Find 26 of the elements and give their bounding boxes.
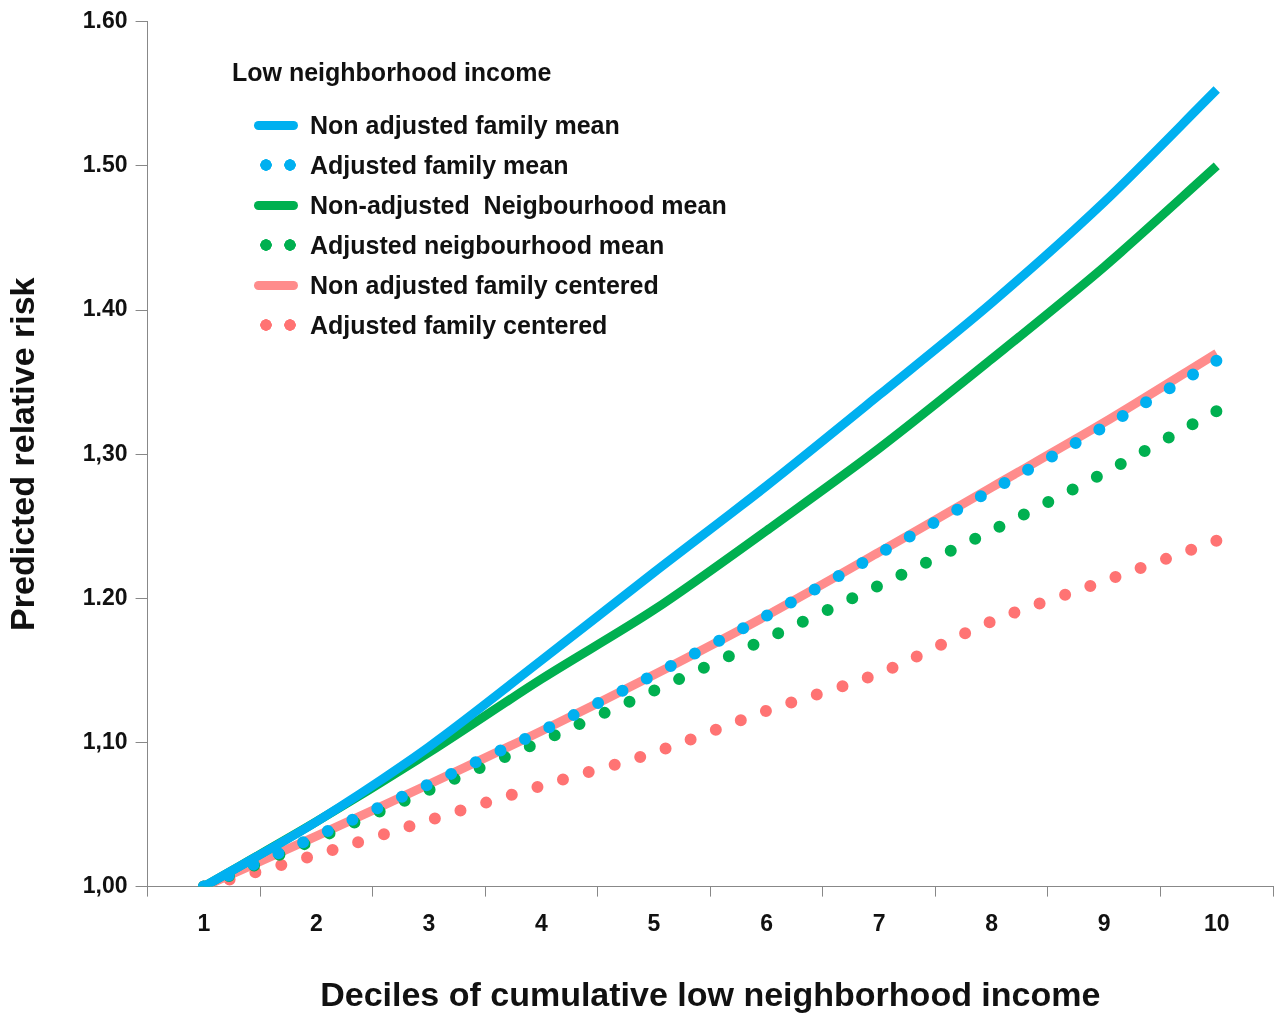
y-tick-label: 1.20	[82, 583, 128, 610]
y-tick-label: 1,10	[82, 727, 128, 754]
legend-label: Non adjusted family centered	[310, 270, 659, 300]
x-tick-label: 1	[197, 909, 211, 936]
legend-label: Adjusted family mean	[310, 150, 569, 180]
y-tick-label: 1.50	[82, 151, 128, 178]
x-tick-label: 9	[1097, 909, 1111, 936]
x-tick-label: 3	[422, 909, 436, 936]
x-tick-label: 2	[309, 909, 323, 936]
legend-title: Low neighborhood income	[232, 58, 553, 87]
legend-label: Adjusted neigbourhood mean	[310, 230, 665, 260]
x-tick-label: 5	[647, 909, 661, 936]
x-tick-label: 7	[872, 909, 886, 936]
legend-label: Adjusted family centered	[310, 310, 608, 340]
y-axis-title: Predicted relative risk	[2, 277, 41, 631]
y-tick-label: 1,00	[82, 871, 128, 898]
x-tick-label: 10	[1203, 909, 1230, 936]
x-tick-label: 6	[760, 909, 773, 936]
y-tick-label: 1,30	[82, 439, 128, 466]
legend-label: Non adjusted family mean	[310, 110, 620, 140]
y-tick-label: 1.40	[82, 295, 128, 322]
legend-label: Non-adjusted Neigbourhood mean	[310, 190, 727, 220]
x-tick-label: 8	[985, 909, 999, 936]
x-axis-title: Deciles of cumulative low neighborhood income	[320, 974, 1101, 1013]
x-tick-label: 4	[535, 909, 549, 936]
y-tick-label: 1.60	[82, 7, 128, 34]
